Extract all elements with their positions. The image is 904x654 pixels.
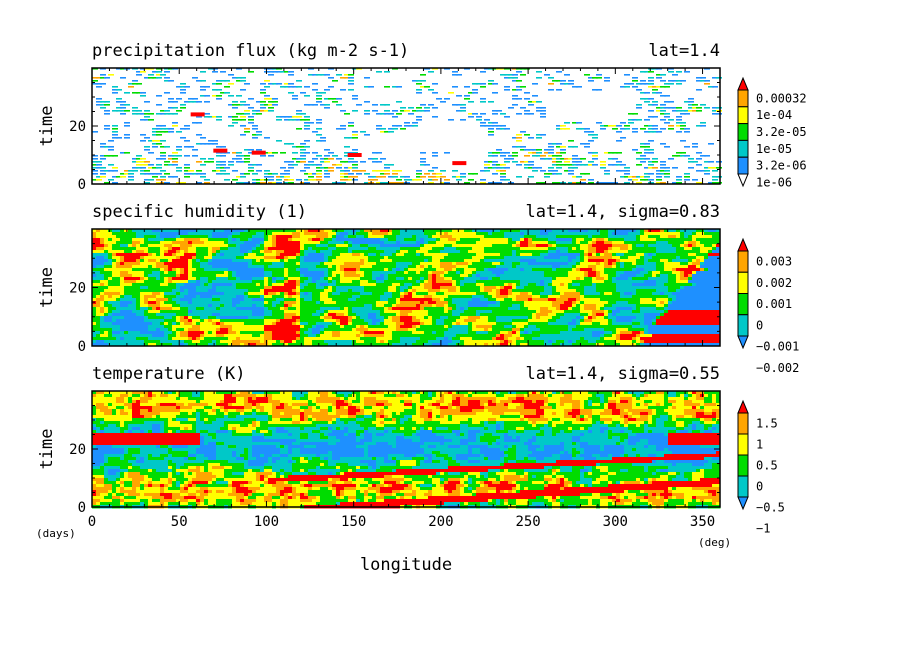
colorbar-label: 3.2e-05 xyxy=(756,125,807,139)
x-tick-label: 300 xyxy=(603,514,628,530)
y-tick-label: 0 xyxy=(78,339,86,355)
x-tick-label: 0 xyxy=(88,514,96,530)
x-tick-label: 150 xyxy=(341,514,366,530)
x-axis-label: longitude xyxy=(360,555,452,575)
colorbar-label: 0.003 xyxy=(756,255,792,269)
x-tick-label: 100 xyxy=(254,514,279,530)
x-tick-label: 350 xyxy=(690,514,715,530)
colorbar-segment xyxy=(737,475,749,498)
panel-title: precipitation flux (kg m-2 s-1) xyxy=(92,41,409,61)
colorbar-label: −1 xyxy=(756,522,770,536)
colorbar-label: 1e-06 xyxy=(756,175,792,189)
colorbar-min-arrow xyxy=(737,335,749,350)
panel-subtitle: lat=1.4, sigma=0.55 xyxy=(526,364,720,384)
colorbar-segment xyxy=(737,433,749,456)
colorbar-segment xyxy=(737,250,749,273)
panel-title: specific humidity (1) xyxy=(92,202,307,222)
field-1 xyxy=(92,68,722,184)
colorbar-max-arrow xyxy=(737,76,749,91)
y-tick-label: 20 xyxy=(69,119,86,135)
y-tick-label: 0 xyxy=(78,177,86,193)
panel-2: 0 20 specific humidity (1) lat=1.4, sigma=0… xyxy=(37,202,799,375)
colorbar-segment xyxy=(737,106,749,125)
colorbar-max-arrow xyxy=(737,237,749,252)
y-tick-label: 20 xyxy=(69,442,86,458)
colorbar-label: 1e-05 xyxy=(756,142,792,156)
colorbar-min-arrow xyxy=(737,496,749,511)
colorbar-segment xyxy=(737,123,749,141)
colorbar-label: 3.2e-06 xyxy=(756,159,807,173)
colorbar-segment xyxy=(737,412,749,435)
precip-peak-4 xyxy=(190,112,205,117)
panel-3: 0 20 temperature (K) lat=1.4, sigma=0.55 tim… xyxy=(36,364,785,575)
precip-peak-0 xyxy=(213,148,228,153)
colorbar-segment xyxy=(737,271,749,294)
colorbar-segment xyxy=(737,293,749,316)
y-axis-label: time xyxy=(37,429,57,470)
colorbar-label: 1e-04 xyxy=(756,108,792,122)
y-axis-label: time xyxy=(37,267,57,308)
colorbar-segment xyxy=(737,454,749,477)
x-tick-label: 50 xyxy=(171,514,188,530)
field-3 xyxy=(92,391,721,509)
precip-peak-2 xyxy=(452,161,467,166)
colorbar-min-arrow xyxy=(737,173,749,188)
panel-subtitle: lat=1.4, sigma=0.83 xyxy=(526,202,720,222)
colorbar-segment xyxy=(737,89,749,108)
panel-subtitle: lat=1.4 xyxy=(648,41,720,61)
colorbar-label: 1 xyxy=(756,438,763,452)
y-unit-label: (days) xyxy=(36,527,76,540)
colorbar-label: 0.002 xyxy=(756,276,792,290)
x-tick-label: 250 xyxy=(515,514,540,530)
field-2 xyxy=(92,229,721,347)
colorbar-label: −0.002 xyxy=(756,361,799,375)
colorbar-label: −0.001 xyxy=(756,340,799,354)
colorbar-segment xyxy=(737,139,749,158)
panel-title: temperature (K) xyxy=(92,364,246,384)
panel-1: 0 20 precipitation flux (kg m-2 s-1) lat=1.… xyxy=(37,41,807,193)
x-unit-label: (deg) xyxy=(698,536,731,549)
precip-peak-1 xyxy=(251,150,266,155)
colorbar-max-arrow xyxy=(737,399,749,414)
colorbar-label: 0.5 xyxy=(756,459,778,473)
colorbar-label: 0.00032 xyxy=(756,91,807,105)
colorbar-segment xyxy=(737,314,749,337)
x-tick-label: 200 xyxy=(428,514,453,530)
colorbar-segment xyxy=(737,156,749,175)
colorbar-label: −0.5 xyxy=(756,501,785,515)
colorbar-label: 1.5 xyxy=(756,417,778,431)
y-tick-label: 0 xyxy=(78,500,86,516)
colorbar-label: 0 xyxy=(756,480,763,494)
y-tick-label: 20 xyxy=(69,281,86,297)
y-axis-label: time xyxy=(37,106,57,147)
precip-peak-3 xyxy=(347,153,362,157)
colorbar-label: 0.001 xyxy=(756,297,792,311)
colorbar-label: 0 xyxy=(756,318,763,332)
